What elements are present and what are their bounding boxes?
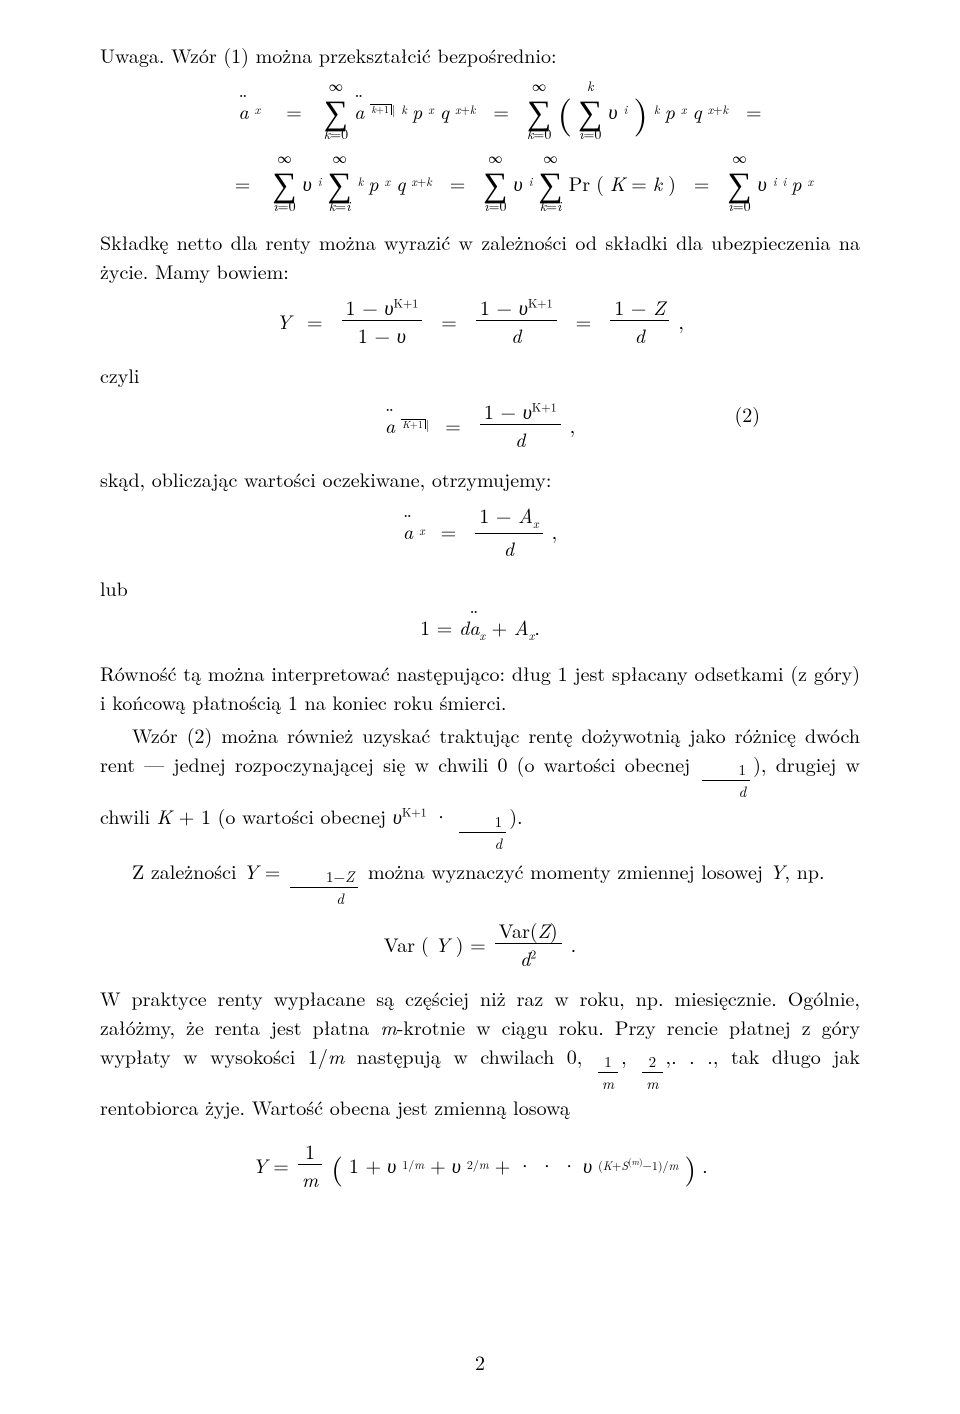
paragraph-transform: Uwaga. Wzór (1) można przekształcić bezp… xyxy=(100,40,860,69)
display-eq-identity: 1 = dax + Ax. xyxy=(100,612,860,644)
paragraph-wzor2: Wzór (2) można również uzyskać traktując… xyxy=(100,720,860,852)
a-ddot: a xyxy=(238,96,248,125)
paragraph-zaleznosci: Z zależności Y = 1−Zd można wyznaczyć mo… xyxy=(100,856,860,908)
display-eq-2: aK+1| = 1 − υK+1 d , (2) xyxy=(100,399,860,450)
equation-number-2: (2) xyxy=(734,399,760,428)
paragraph-praktyka: W praktyce renty wypłacane są częściej n… xyxy=(100,983,860,1122)
paragraph-premium: Składkę netto dla renty można wyrazić w … xyxy=(100,227,860,285)
label-czyli: czyli xyxy=(100,360,860,389)
display-eq-var: Var(Y) = Var(Z) d2 . xyxy=(100,918,860,969)
paragraph-skad: skąd, obliczając wartości oczekiwane, ot… xyxy=(100,464,860,493)
display-eq-Ym: Y = 1 m ( 1 + υ1/m + υ2/m + · · · υ(K+S(… xyxy=(100,1139,860,1190)
display-eq-Y: Y = 1 − υK+1 1 − υ = 1 − υK+1 d = 1 − Z … xyxy=(100,295,860,346)
display-eq-1: ax = ∞ ∑ k=0 ak+1| kpxqx+k = ∞ ∑ k=0 ( k… xyxy=(100,79,860,213)
display-eq-ax: ax = 1 − Ax d , xyxy=(100,503,860,559)
page-number: 2 xyxy=(0,1347,960,1376)
label-lub: lub xyxy=(100,573,860,602)
paragraph-interpret: Równość tą można interpretować następują… xyxy=(100,658,860,716)
